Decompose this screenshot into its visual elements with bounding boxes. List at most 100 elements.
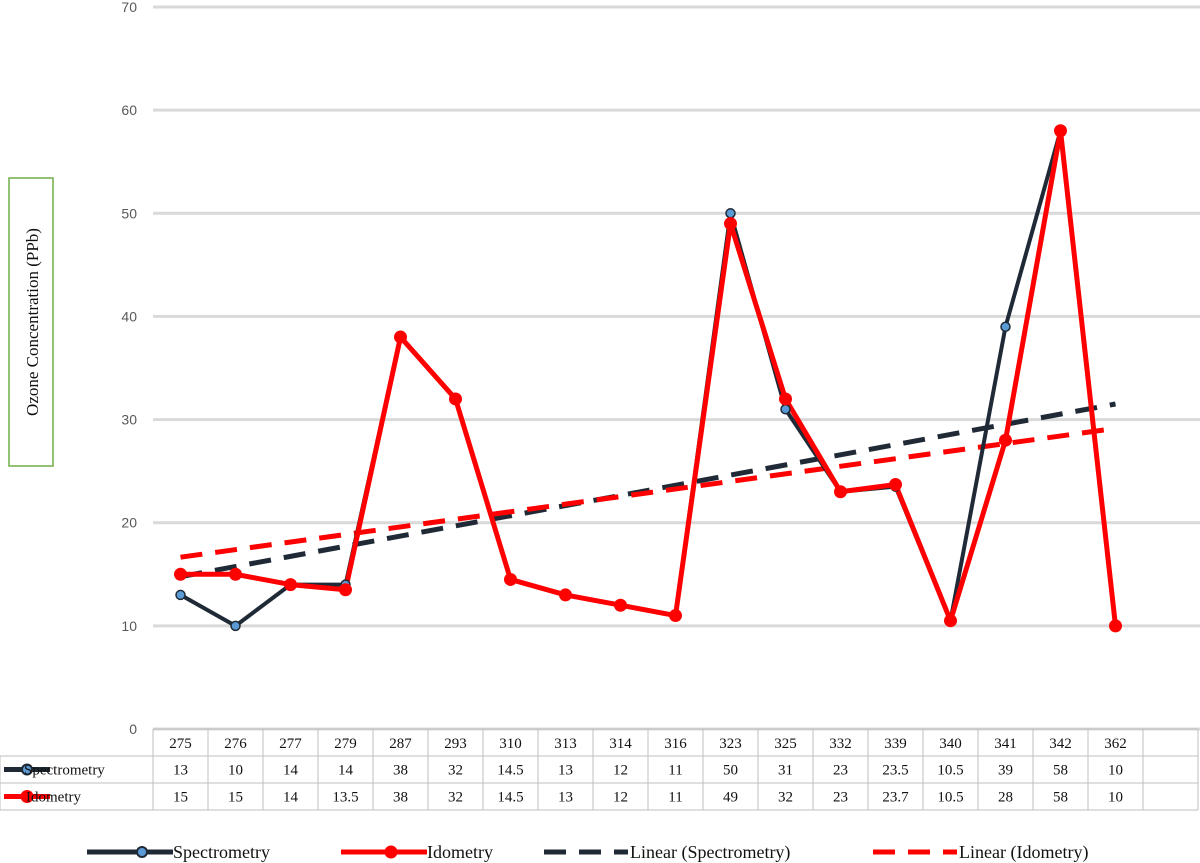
table-cell: 10.5 xyxy=(937,790,963,806)
table-legend-key-spectrometry xyxy=(4,763,50,776)
legend-item: Linear (Spectrometry) xyxy=(544,842,790,863)
x-tick-label: 325 xyxy=(774,736,797,752)
legend-label: Idometry xyxy=(427,842,493,862)
data-point-idometry xyxy=(559,588,572,602)
table-cell: 23.7 xyxy=(882,790,909,806)
table-cell: 12 xyxy=(613,790,628,806)
data-point-idometry xyxy=(394,330,407,344)
data-table: 275 276 277 279 287 293 310 313 314 316 323 325 332 3… xyxy=(0,728,1199,811)
table-cell: 11 xyxy=(668,790,682,806)
x-tick-label: 279 xyxy=(334,736,357,752)
table-cell: 10 xyxy=(1108,790,1123,806)
data-point-idometry xyxy=(779,392,792,406)
legend-item: Linear (Idometry) xyxy=(873,842,1088,863)
x-tick-label: 341 xyxy=(994,736,1017,752)
table-cell: 49 xyxy=(723,790,738,806)
trendline-idometry xyxy=(180,425,1116,560)
y-tick-label: 30 xyxy=(121,412,137,428)
x-tick-label: 287 xyxy=(389,736,412,752)
data-point-idometry xyxy=(504,572,517,586)
x-tick-label: 293 xyxy=(444,736,467,752)
legend-item: Idometry xyxy=(341,842,493,862)
y-tick-label: 0 xyxy=(129,721,137,737)
series-lines xyxy=(179,128,1118,628)
table-cell: 14 xyxy=(338,763,354,779)
y-tick-label: 60 xyxy=(121,102,137,118)
x-tick-label: 323 xyxy=(719,736,742,752)
table-cell: 31 xyxy=(778,763,793,779)
table-cell: 13 xyxy=(558,763,573,779)
table-cell: 23 xyxy=(833,790,848,806)
data-point-idometry xyxy=(1109,619,1122,633)
data-point-spectrometry xyxy=(1000,321,1011,332)
table-cell: 39 xyxy=(998,763,1013,779)
y-axis-ticks: 0 10 20 30 40 50 60 70 xyxy=(121,0,137,737)
table-series-name: Idometry xyxy=(26,790,81,806)
data-point-idometry xyxy=(614,598,627,612)
legend-key-marker xyxy=(20,790,34,803)
table-cell: 15 xyxy=(173,790,188,806)
data-point-spectrometry xyxy=(230,620,241,632)
table-cell: 10 xyxy=(228,763,243,779)
legend-marker xyxy=(136,846,148,858)
trendlines xyxy=(180,401,1116,580)
table-cell: 15 xyxy=(228,790,243,806)
y-tick-label: 50 xyxy=(121,205,137,221)
x-tick-label: 277 xyxy=(279,736,302,752)
x-tick-label: 314 xyxy=(609,736,632,752)
table-cell: 12 xyxy=(613,763,628,779)
x-tick-label: 339 xyxy=(884,736,907,752)
table-cell: 10.5 xyxy=(937,763,963,779)
series-line-idometry xyxy=(180,128,1118,627)
x-tick-label: 340 xyxy=(939,736,962,752)
table-cell: 50 xyxy=(723,763,738,779)
data-point-idometry xyxy=(724,217,737,231)
table-cell: 58 xyxy=(1053,790,1068,806)
data-point-idometry xyxy=(229,567,242,581)
x-tick-label: 362 xyxy=(1104,736,1127,752)
table-cell: 13.5 xyxy=(332,790,358,806)
table-cell: 32 xyxy=(448,763,463,779)
table-cell: 13 xyxy=(173,763,188,779)
legend-marker xyxy=(384,845,398,859)
gridlines xyxy=(153,5,1200,731)
data-point-spectrometry xyxy=(725,208,736,219)
table-cell: 23.5 xyxy=(882,763,908,779)
x-tick-label: 332 xyxy=(829,736,852,752)
y-tick-label: 10 xyxy=(121,618,137,634)
table-cell: 38 xyxy=(393,790,408,806)
series-markers xyxy=(174,124,1122,633)
table-cell: 14.5 xyxy=(497,790,523,806)
table-cell: 38 xyxy=(393,763,408,779)
data-point-spectrometry xyxy=(780,404,791,415)
data-point-idometry xyxy=(174,567,187,581)
y-tick-label: 20 xyxy=(121,515,137,531)
data-point-idometry xyxy=(339,583,352,597)
table-cell: 28 xyxy=(998,790,1013,806)
data-point-spectrometry xyxy=(175,589,186,601)
table-cell: 14 xyxy=(283,790,299,806)
table-legend-key-idometry xyxy=(4,790,50,803)
table-cell: 58 xyxy=(1053,763,1068,779)
table-cell: 32 xyxy=(778,790,793,806)
x-tick-label: 276 xyxy=(224,736,247,752)
table-series-name: Spectrometry xyxy=(24,763,105,779)
data-point-idometry xyxy=(284,578,297,592)
data-point-idometry xyxy=(1054,124,1067,138)
data-point-idometry xyxy=(889,478,902,492)
table-cell: 23 xyxy=(833,763,848,779)
x-tick-label: 275 xyxy=(169,736,192,752)
table-cell: 13 xyxy=(558,790,573,806)
table-cell: 14.5 xyxy=(497,763,523,779)
y-axis-label-box: Ozone Concentration (PPb) xyxy=(8,177,54,467)
legend-label: Linear (Idometry) xyxy=(959,842,1088,863)
x-tick-label: 310 xyxy=(499,736,522,752)
legend-label: Spectrometry xyxy=(173,842,270,862)
legend-item: Spectrometry xyxy=(87,842,270,862)
x-tick-label: 316 xyxy=(664,736,687,752)
table-cell: 32 xyxy=(448,790,463,806)
legend-label: Linear (Spectrometry) xyxy=(630,842,790,863)
x-tick-label: 342 xyxy=(1049,736,1072,752)
data-point-idometry xyxy=(834,485,847,499)
